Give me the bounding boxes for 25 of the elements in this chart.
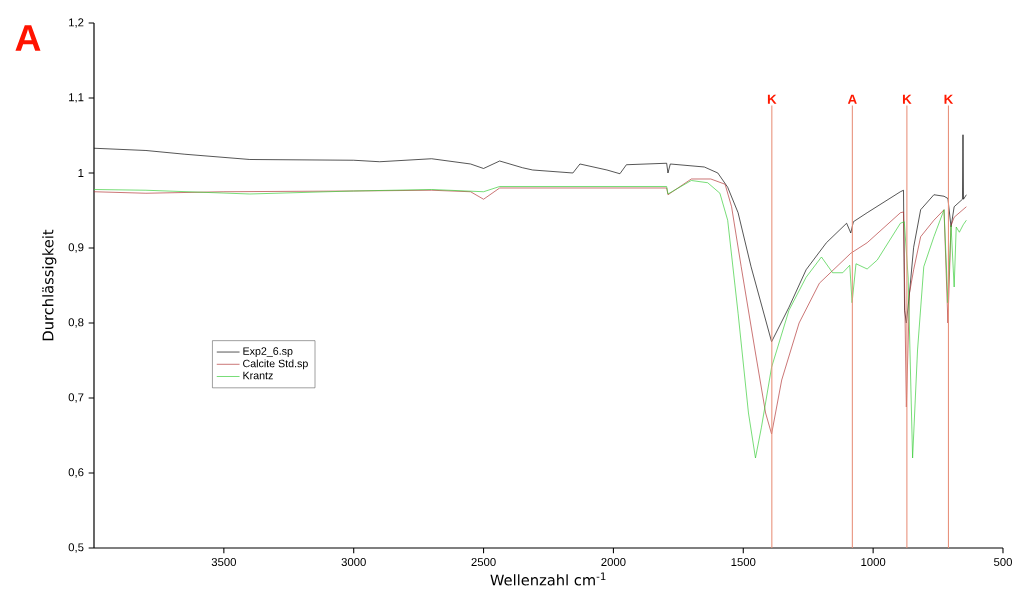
- x-tick-label: 3500: [211, 558, 237, 567]
- x-tick-label: 2500: [471, 558, 496, 567]
- y-tick-label: 0,6: [68, 468, 84, 478]
- ref-line-label: A: [847, 94, 857, 104]
- text: A: [15, 25, 41, 51]
- y-axis-title: Durchlässigkeit: [42, 229, 57, 341]
- legend-label: Calcite Std.sp: [243, 359, 308, 370]
- x-tick-label: 1000: [861, 558, 886, 567]
- y-tick-label: 0,8: [68, 318, 84, 328]
- y-tick-label: 1,1: [69, 93, 84, 103]
- legend-label: Krantz: [243, 371, 273, 380]
- x-tick-label: 3000: [341, 558, 366, 567]
- y-tick-label: 0,9: [68, 243, 84, 253]
- y-tick-label: 0,5: [68, 543, 84, 553]
- x-tick-label: 500: [993, 558, 1012, 567]
- y-tick-label: 0,7: [68, 393, 84, 403]
- x-tick-label: 1500: [731, 558, 756, 567]
- x-tick-label: 2000: [601, 558, 626, 567]
- y-tick-label: 1,2: [69, 18, 84, 28]
- ref-line-label: K: [767, 94, 777, 104]
- x-axis-title: Wellenzahl cm$^{-1}$: [490, 572, 606, 586]
- ref-line-label: K: [902, 94, 912, 104]
- legend-label: Exp2_6.sp: [243, 347, 293, 357]
- ref-line-label: K: [944, 94, 954, 104]
- y-tick-label: 1: [78, 169, 84, 177]
